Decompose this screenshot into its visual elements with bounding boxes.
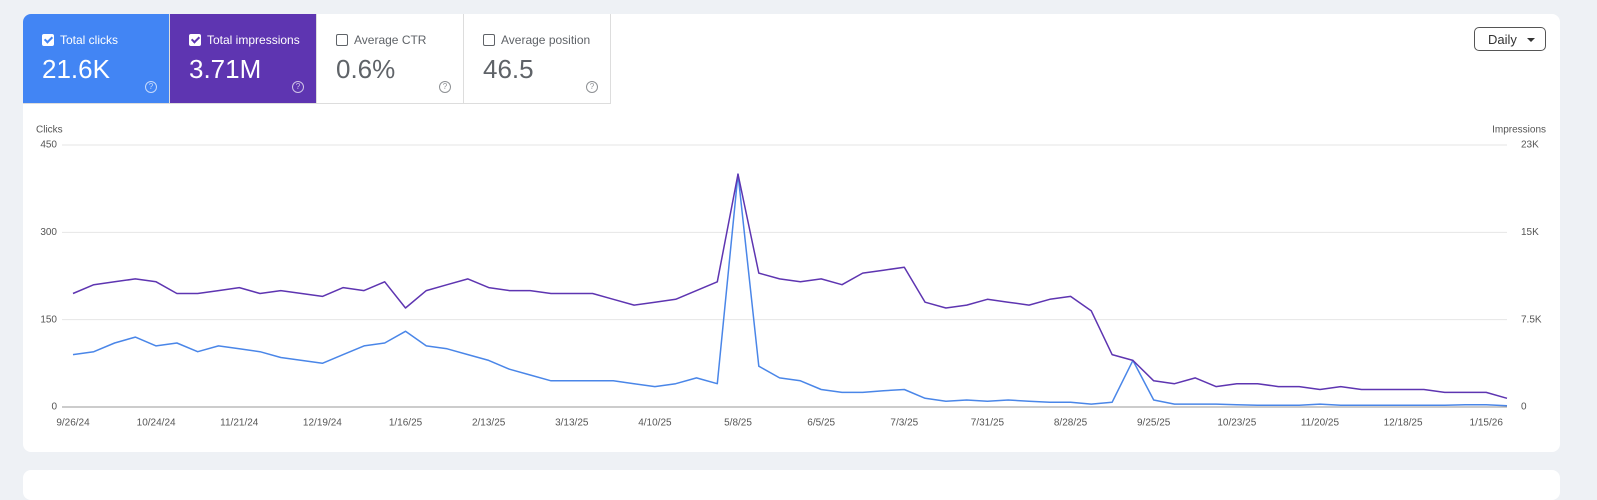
help-icon[interactable]: ?	[586, 81, 598, 93]
metric-tile[interactable]: Total impressions 3.71M?	[170, 14, 317, 104]
help-icon[interactable]: ?	[292, 81, 304, 93]
metric-label: Total clicks	[60, 33, 119, 47]
help-icon[interactable]: ?	[439, 81, 451, 93]
y-axis-title: Clicks	[36, 125, 63, 136]
y2-tick-label: 7.5K	[1521, 314, 1542, 325]
y-tick-label: 150	[40, 314, 57, 325]
x-tick-label: 4/10/25	[638, 418, 672, 429]
metric-value: 46.5	[483, 54, 534, 84]
help-icon[interactable]: ?	[145, 81, 157, 93]
series-line	[72, 173, 1508, 400]
y2-tick-label: 15K	[1521, 227, 1539, 238]
chart: Clicks Impressions 0 150 300 450 0 7.5K 15K 23K…	[36, 125, 1546, 429]
metric-value: 21.6K	[42, 54, 110, 84]
metric-label: Average CTR	[354, 33, 427, 47]
x-tick-label: 6/5/25	[807, 418, 835, 429]
x-tick-label: 7/31/25	[971, 418, 1005, 429]
y-tick-label: 300	[40, 227, 57, 238]
y2-tick-label: 23K	[1521, 140, 1539, 151]
performance-card: Total clicks 21.6K? Total impressions 3.71M…	[23, 14, 1560, 452]
y2-tick-label: 0	[1521, 402, 1527, 413]
x-tick-label: 9/26/24	[56, 418, 90, 429]
x-tick-label: 10/24/24	[137, 418, 176, 429]
metric-label-row: Average position	[483, 33, 590, 47]
x-tick-label: 12/19/24	[303, 418, 342, 429]
y-tick-label: 0	[51, 402, 57, 413]
page: Total clicks 21.6K? Total impressions 3.71M…	[23, 14, 1560, 500]
x-tick-label: 2/13/25	[472, 418, 506, 429]
lower-card	[23, 470, 1560, 500]
metric-label: Total impressions	[207, 33, 300, 47]
series-line	[72, 173, 1508, 407]
x-tick-label: 3/13/25	[555, 418, 589, 429]
checkbox	[42, 34, 54, 46]
metric-tile[interactable]: Average CTR 0.6%?	[317, 14, 464, 104]
y-tick-label: 450	[40, 140, 57, 151]
x-tick-label: 11/20/25	[1301, 418, 1340, 429]
x-tick-label: 1/15/26	[1470, 418, 1504, 429]
y2-axis-title: Impressions	[1492, 125, 1546, 136]
metric-label: Average position	[501, 33, 591, 47]
x-tick-label: 5/8/25	[724, 418, 752, 429]
metric-tile[interactable]: Average position 46.5?	[464, 14, 611, 104]
x-tick-label: 11/21/24	[220, 418, 259, 429]
x-tick-label: 10/23/25	[1217, 418, 1256, 429]
x-tick-label: 9/25/25	[1137, 418, 1171, 429]
period-dropdown[interactable]: Daily	[1474, 27, 1546, 51]
x-tick-label: 7/3/25	[890, 418, 918, 429]
checkbox	[189, 34, 201, 46]
metric-label-row: Total impressions	[189, 33, 300, 47]
metric-label-row: Total clicks	[42, 33, 118, 47]
metric-value: 3.71M	[189, 54, 262, 84]
metric-value: 0.6%	[336, 54, 396, 84]
x-tick-label: 12/18/25	[1384, 418, 1423, 429]
metric-tile[interactable]: Total clicks 21.6K?	[23, 14, 170, 104]
checkbox	[483, 34, 495, 46]
checkbox	[336, 34, 348, 46]
metric-label-row: Average CTR	[336, 33, 426, 47]
x-tick-label: 1/16/25	[389, 418, 423, 429]
x-tick-label: 8/28/25	[1054, 418, 1088, 429]
